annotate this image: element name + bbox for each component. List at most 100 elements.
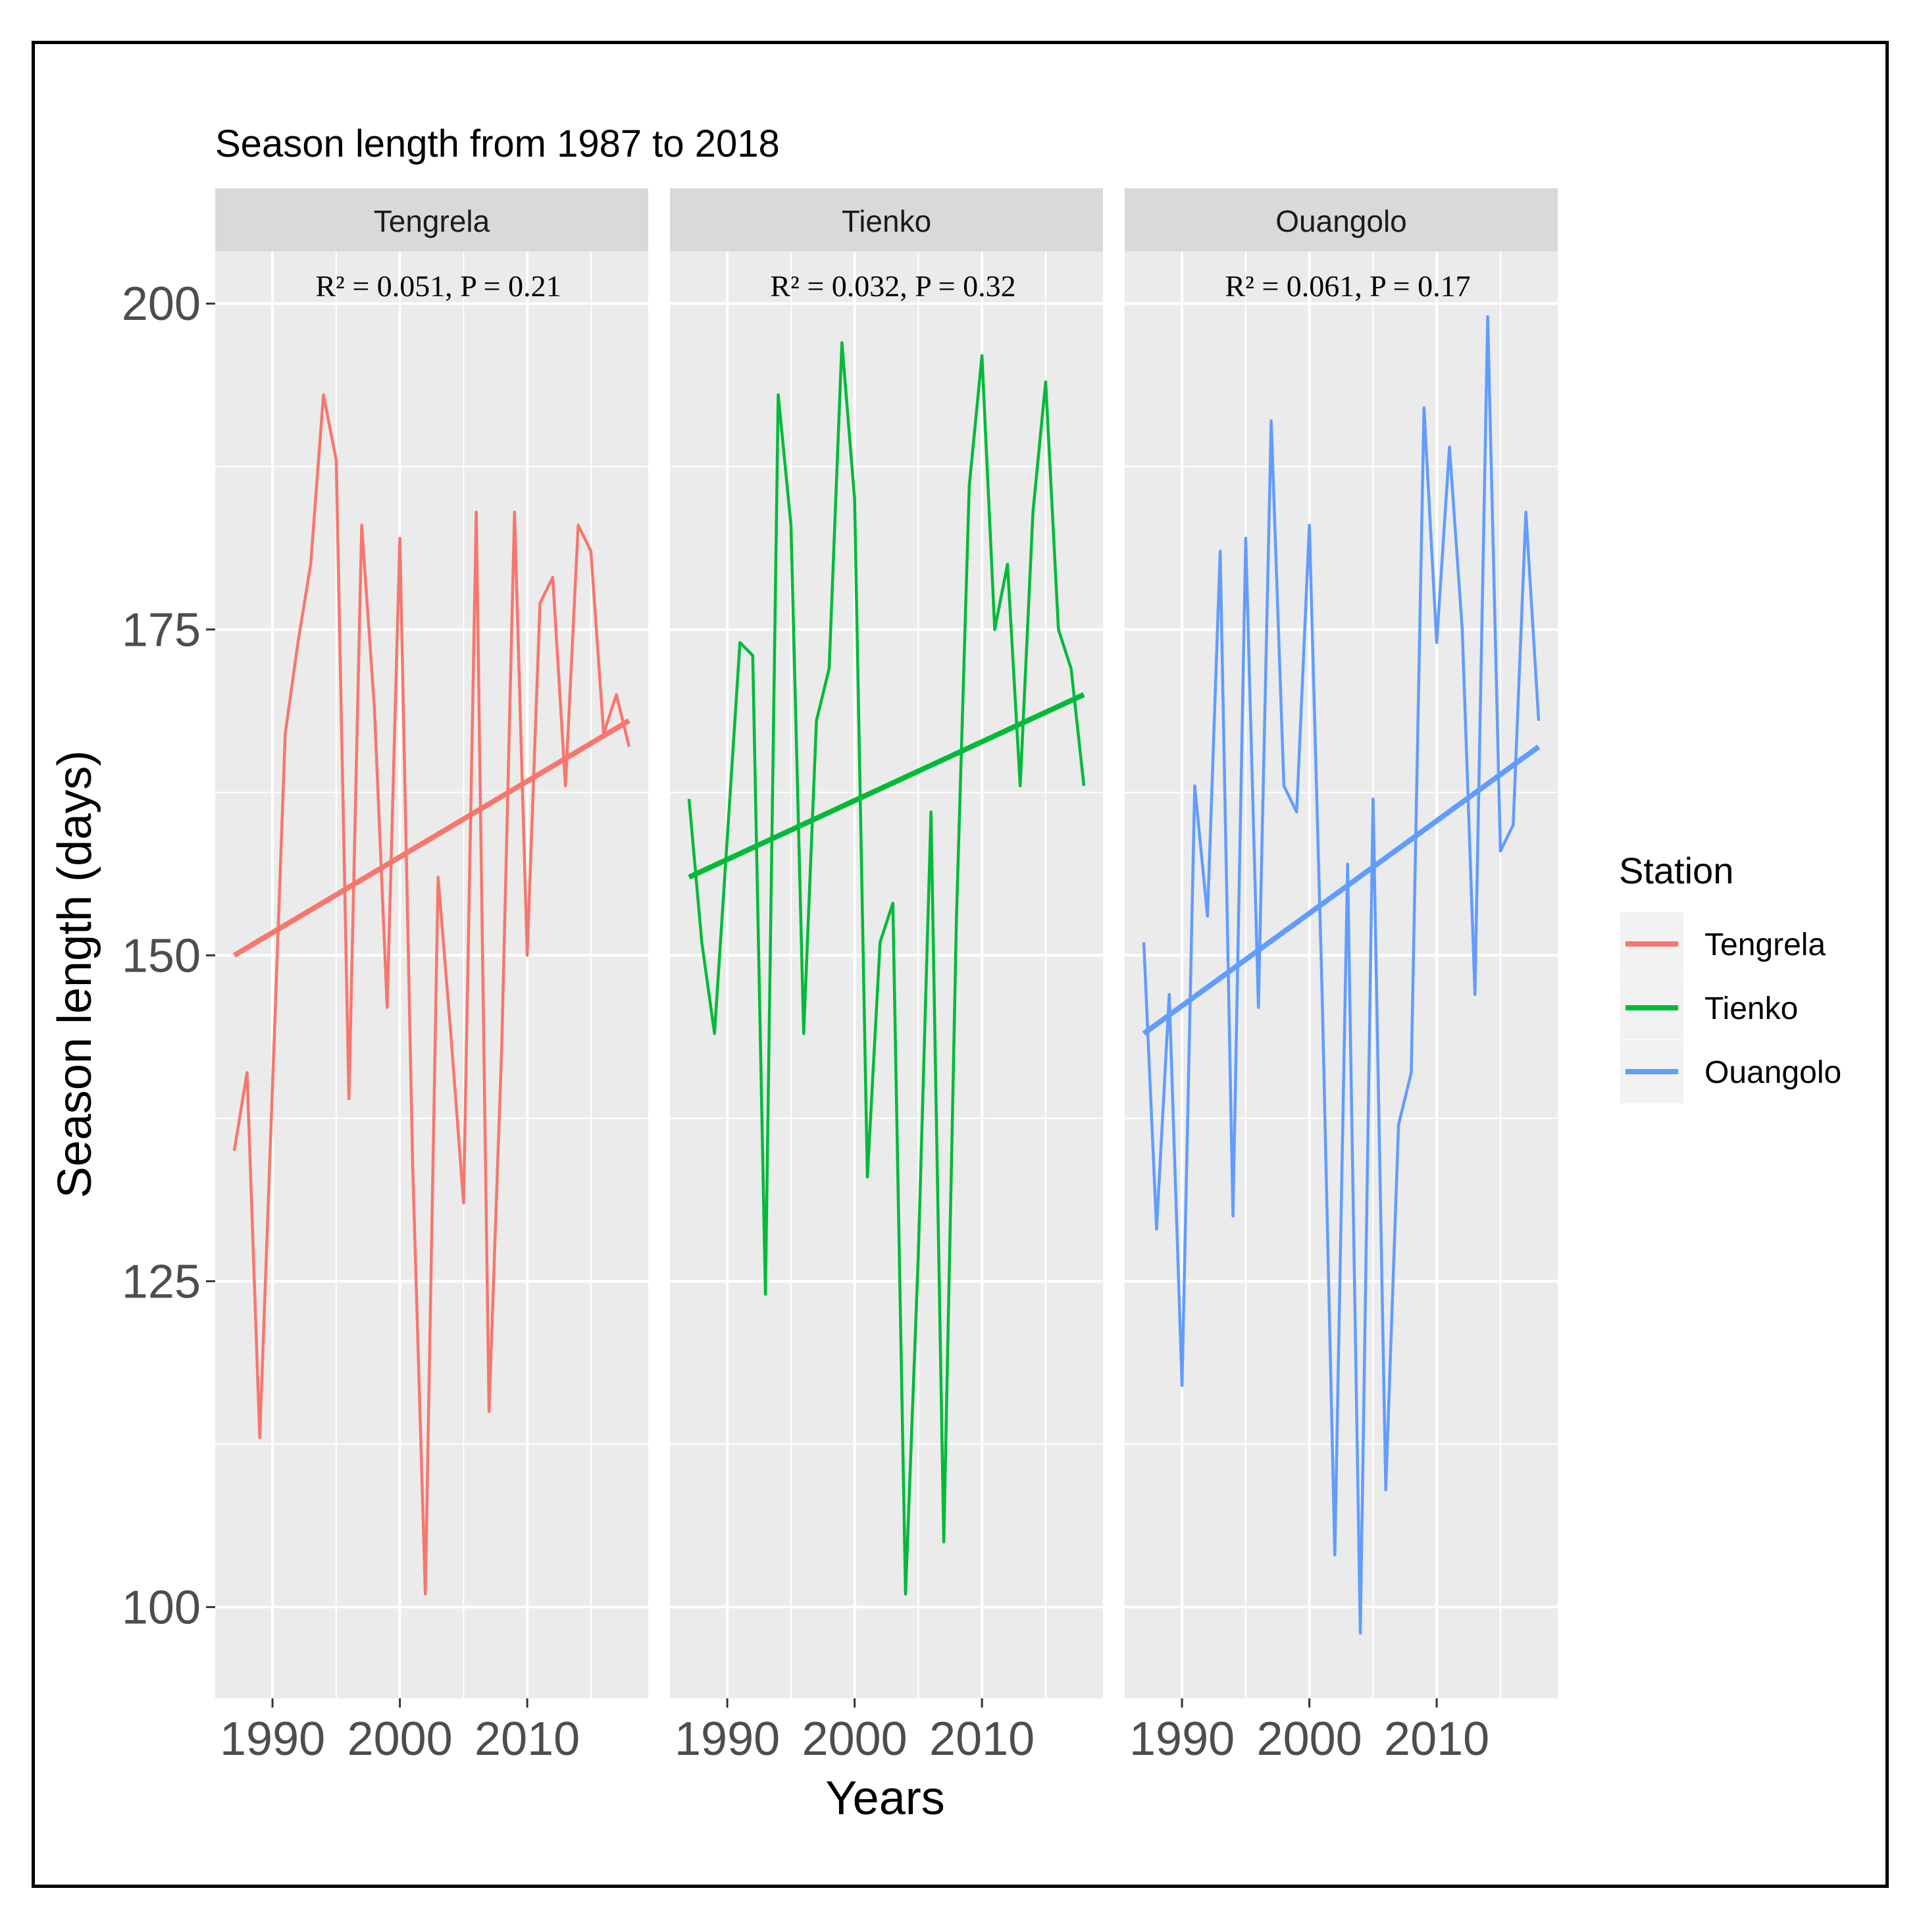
y-tick-label: 100: [122, 1581, 201, 1634]
data-point: [437, 875, 440, 878]
data-point: [752, 654, 754, 657]
data-point: [1181, 1384, 1183, 1387]
data-point: [1057, 628, 1060, 631]
data-point: [513, 511, 516, 513]
data-point: [790, 524, 792, 527]
data-point: [1032, 511, 1035, 513]
x-tick-label: 1990: [1129, 1713, 1235, 1765]
data-point: [1410, 1072, 1412, 1074]
data-point: [1537, 719, 1540, 722]
data-point: [615, 693, 618, 696]
data-point: [1346, 863, 1349, 866]
data-point: [1525, 511, 1527, 513]
data-point: [1448, 446, 1451, 448]
panel-ouangolo: Ouangolo R² = 0.061, P = 0.17 1990 2000 2010: [1125, 188, 1558, 1765]
legend-item-tienko: Tienko: [1620, 976, 1798, 1039]
data-point: [854, 498, 856, 500]
data-point: [1270, 419, 1273, 422]
data-point: [1070, 667, 1073, 670]
data-point: [1397, 1124, 1400, 1126]
data-point: [942, 1540, 945, 1543]
stats-annotation: R² = 0.051, P = 0.21: [315, 269, 561, 303]
x-tick-label: 2000: [347, 1713, 453, 1765]
legend-label: Tienko: [1704, 991, 1798, 1026]
data-point: [1359, 1632, 1362, 1634]
data-point: [688, 798, 690, 800]
x-tick-label: 2010: [474, 1713, 580, 1765]
x-axis-label: Years: [825, 1772, 944, 1825]
data-point: [802, 1032, 805, 1035]
data-point: [564, 785, 567, 787]
data-point: [526, 954, 528, 956]
data-point: [994, 628, 996, 631]
data-point: [233, 1149, 236, 1152]
data-point: [917, 1254, 919, 1257]
data-point: [1321, 993, 1323, 996]
series-line-ouangolo: [1142, 315, 1541, 1635]
data-point: [322, 394, 325, 396]
data-point: [968, 484, 971, 487]
data-point: [1206, 915, 1209, 918]
data-point: [361, 524, 363, 527]
data-point: [488, 1410, 490, 1413]
data-point: [1283, 785, 1285, 787]
series-line-tengrela: [232, 393, 631, 1596]
panels: Tengrela R² = 0.051, P = 0.21 1990 2000 2010…: [215, 188, 1558, 1765]
x-tick-label: 1990: [220, 1713, 325, 1765]
trend-line-tienko: [688, 692, 1085, 880]
facet-strip: [1125, 188, 1558, 251]
data-point: [1333, 1553, 1336, 1556]
data-point: [373, 706, 376, 709]
data-point: [955, 915, 958, 918]
data-point: [764, 1293, 767, 1295]
data-point: [892, 902, 894, 904]
data-point: [245, 1072, 248, 1074]
y-axis-label: Season length (days): [49, 750, 101, 1198]
x-tick-label: 2010: [1384, 1713, 1489, 1765]
data-point: [284, 733, 286, 735]
data-point: [1371, 798, 1374, 800]
data-point: [713, 1032, 716, 1035]
data-point: [1499, 850, 1502, 852]
data-point: [551, 576, 554, 579]
y-tick-label: 150: [122, 929, 201, 982]
facet-strip: [670, 188, 1103, 251]
data-point: [840, 342, 843, 344]
data-point: [1244, 537, 1247, 540]
data-point: [1295, 810, 1298, 813]
legend-title: Station: [1619, 850, 1733, 891]
data-point: [462, 1202, 465, 1205]
data-point: [1473, 993, 1476, 996]
legend-item-ouangolo: Ouangolo: [1620, 1040, 1841, 1103]
x-tick-label: 2000: [802, 1713, 908, 1765]
data-point: [259, 1436, 261, 1439]
data-point: [981, 354, 983, 357]
x-tick-label: 2000: [1257, 1713, 1362, 1765]
data-point: [1487, 315, 1489, 318]
facet-strip-label: Ouangolo: [1275, 204, 1407, 238]
trend-line-tengrela: [232, 718, 631, 958]
data-point: [1423, 407, 1425, 409]
data-point: [1308, 524, 1311, 527]
data-point: [815, 719, 818, 722]
y-axis: 100 125 150 175 200: [122, 278, 215, 1634]
data-point: [1512, 823, 1514, 826]
data-point: [866, 1176, 869, 1178]
data-point: [828, 667, 831, 670]
data-point: [424, 1593, 426, 1596]
data-point: [1385, 1488, 1387, 1491]
data-point: [1219, 550, 1221, 552]
data-point: [1461, 628, 1464, 631]
panel-background: [670, 251, 1103, 1698]
data-point: [1193, 785, 1196, 787]
data-point: [700, 941, 703, 943]
chart-title: Season length from 1987 to 2018: [215, 122, 780, 165]
data-point: [628, 745, 630, 748]
data-point: [399, 537, 401, 540]
data-point: [1083, 785, 1085, 787]
data-point: [500, 1045, 503, 1048]
data-point: [335, 459, 338, 461]
data-point: [904, 1593, 907, 1596]
data-point: [347, 1097, 350, 1100]
